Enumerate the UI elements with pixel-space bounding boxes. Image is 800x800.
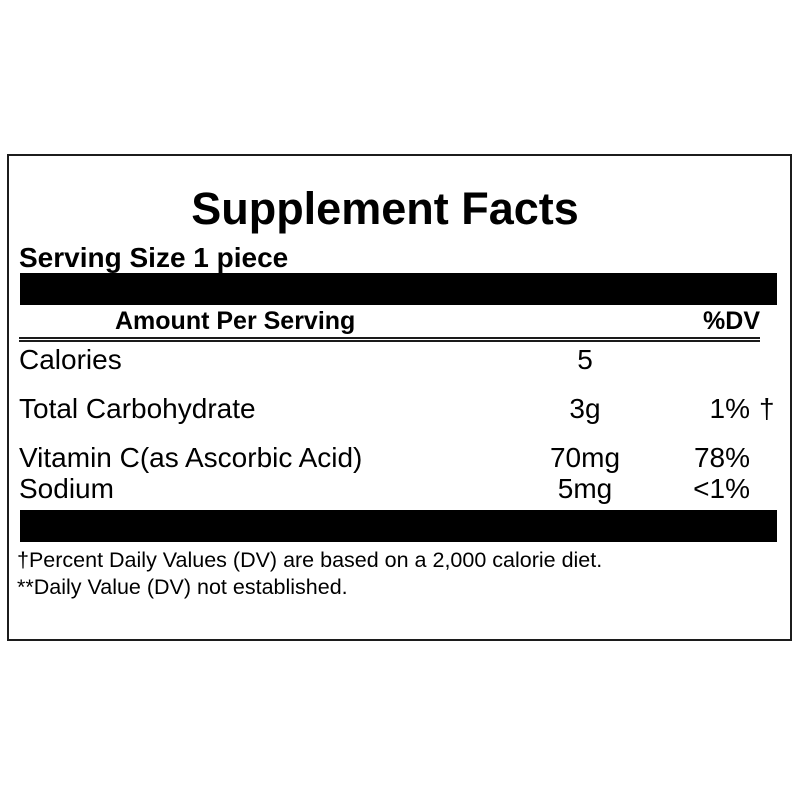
header-rule xyxy=(19,337,760,342)
nutrient-amount: 5mg xyxy=(557,473,613,504)
nutrient-name: Vitamin C(as Ascorbic Acid) xyxy=(19,442,363,473)
nutrient-amount: 70mg xyxy=(549,442,621,473)
footnote-dv-not-established: **Daily Value (DV) not established. xyxy=(17,575,348,599)
divider-bar-top xyxy=(20,273,777,305)
nutrient-amount: 3g xyxy=(569,393,601,424)
nutrient-dv: <1% xyxy=(693,473,750,504)
nutrient-dv: 1% xyxy=(709,393,750,424)
footnote-dv-basis: †Percent Daily Values (DV) are based on … xyxy=(17,548,603,572)
divider-bar-bottom xyxy=(20,510,777,542)
supplement-facts-panel: Supplement Facts Serving Size 1 piece Am… xyxy=(7,154,792,641)
nutrient-amount: 5 xyxy=(577,344,593,375)
nutrient-name: Sodium xyxy=(19,473,114,504)
nutrient-footnote-mark: † xyxy=(759,393,775,424)
nutrient-dv: 78% xyxy=(693,442,750,473)
nutrient-name: Total Carbohydrate xyxy=(19,393,256,424)
serving-size-text: Serving Size 1 piece xyxy=(19,242,289,273)
nutrient-name: Calories xyxy=(19,344,122,375)
percent-dv-header: %DV xyxy=(703,307,760,335)
panel-title: Supplement Facts xyxy=(191,183,579,234)
amount-per-serving-header: Amount Per Serving xyxy=(115,307,356,335)
